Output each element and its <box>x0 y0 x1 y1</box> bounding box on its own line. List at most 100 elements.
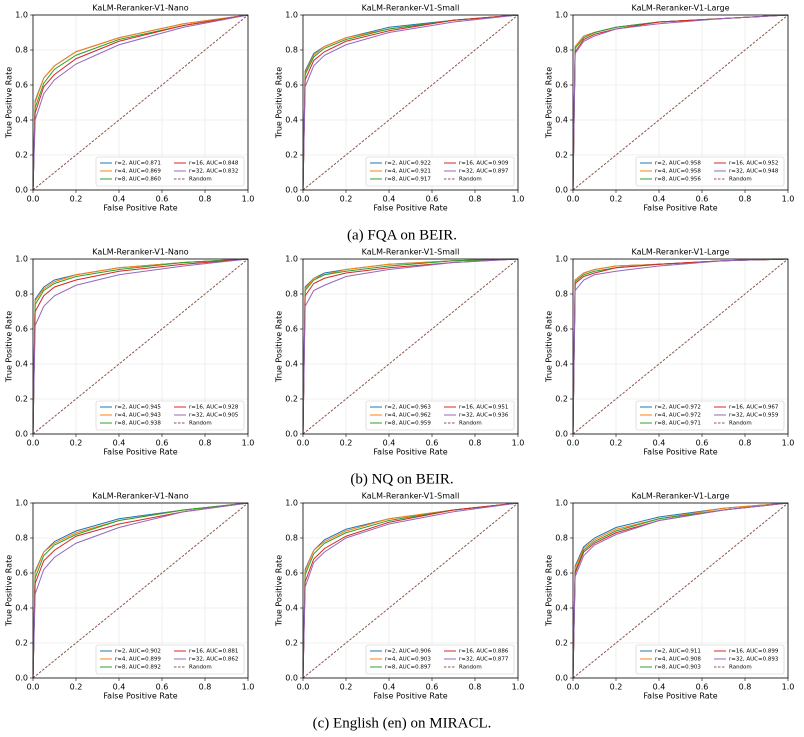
y-tick-label: 0.4 <box>15 360 28 369</box>
roc-curve <box>302 502 519 679</box>
y-tick-label: 0.0 <box>285 186 298 195</box>
y-tick-label: 0.8 <box>285 534 298 543</box>
y-tick-label: 0.2 <box>15 395 28 404</box>
x-axis-label: False Positive Rate <box>643 204 717 213</box>
x-tick-label: 0.4 <box>653 683 666 692</box>
legend-label: r=16, AUC=0.952 <box>729 161 778 167</box>
legend-label: Random <box>729 421 752 427</box>
roc-curve <box>302 14 519 191</box>
x-tick-label: 1.0 <box>512 439 525 448</box>
legend-label: r=2, AUC=0.972 <box>655 405 701 411</box>
x-axis-label: False Positive Rate <box>643 448 717 457</box>
x-tick-label: 0.0 <box>297 683 310 692</box>
y-tick-label: 0.6 <box>15 325 28 334</box>
legend-label: r=4, AUC=0.958 <box>655 169 701 175</box>
x-tick-label: 1.0 <box>242 439 255 448</box>
x-tick-label: 0.6 <box>156 195 169 204</box>
roc-curve <box>302 502 519 679</box>
chart-title: KaLM-Reranker-V1-Small <box>362 248 460 257</box>
x-axis-label: False Positive Rate <box>373 204 447 213</box>
x-axis-label: False Positive Rate <box>103 204 177 213</box>
legend-label: r=4, AUC=0.972 <box>655 413 701 419</box>
plot-frame <box>302 258 519 435</box>
x-axis-label: False Positive Rate <box>103 692 177 701</box>
legend-label: Random <box>729 665 752 671</box>
legend-box <box>365 644 515 675</box>
y-tick-label: 0.2 <box>555 395 568 404</box>
x-tick-label: 0.2 <box>340 683 353 692</box>
x-tick-label: 0.8 <box>739 683 752 692</box>
y-tick-label: 0.6 <box>285 569 298 578</box>
x-tick-label: 0.2 <box>610 683 623 692</box>
x-tick-label: 0.6 <box>696 195 709 204</box>
x-tick-label: 1.0 <box>782 195 795 204</box>
y-tick-label: 0.0 <box>555 186 568 195</box>
legend-box <box>365 156 515 187</box>
legend-label: r=2, AUC=0.911 <box>655 649 701 655</box>
roc-curve <box>302 502 519 679</box>
x-tick-label: 0.4 <box>383 195 396 204</box>
legend-label: r=32, AUC=0.893 <box>729 657 779 663</box>
x-tick-label: 1.0 <box>242 195 255 204</box>
x-tick-label: 0.2 <box>70 439 83 448</box>
legend-label: r=16, AUC=0.928 <box>189 405 239 411</box>
y-tick-label: 0.4 <box>15 116 28 125</box>
x-tick-label: 0.2 <box>610 439 623 448</box>
legend-label: r=4, AUC=0.921 <box>385 169 431 175</box>
legend-label: r=4, AUC=0.908 <box>655 657 701 663</box>
y-axis-label: True Positive Rate <box>275 67 284 139</box>
y-tick-label: 0.6 <box>555 81 568 90</box>
x-tick-label: 0.4 <box>113 195 126 204</box>
legend-box <box>635 644 785 675</box>
legend-box <box>95 400 245 431</box>
y-axis-label: True Positive Rate <box>545 67 554 139</box>
legend-label: Random <box>459 177 482 183</box>
plot-frame <box>572 14 789 191</box>
x-tick-label: 0.8 <box>739 439 752 448</box>
y-tick-label: 0.2 <box>15 151 28 160</box>
legend-label: Random <box>459 421 482 427</box>
chart-title: KaLM-Reranker-V1-Large <box>631 492 729 501</box>
y-tick-label: 0.8 <box>15 290 28 299</box>
y-tick-label: 1.0 <box>285 255 298 264</box>
y-tick-label: 0.0 <box>285 674 298 683</box>
y-tick-label: 0.2 <box>285 151 298 160</box>
roc-curve <box>302 258 519 435</box>
y-tick-label: 0.6 <box>15 569 28 578</box>
plot-frame <box>572 502 789 679</box>
roc-curve <box>32 14 249 191</box>
y-tick-label: 0.6 <box>15 81 28 90</box>
legend-label: r=16, AUC=0.886 <box>459 649 509 655</box>
x-axis-label: False Positive Rate <box>103 448 177 457</box>
chart-title: KaLM-Reranker-V1-Large <box>631 248 729 257</box>
legend-label: Random <box>459 665 482 671</box>
legend-label: r=4, AUC=0.899 <box>115 657 161 663</box>
legend-label: r=32, AUC=0.862 <box>189 657 238 663</box>
legend-label: Random <box>189 177 212 183</box>
x-tick-label: 0.0 <box>297 195 310 204</box>
caption: (a) FQA on BEIR. <box>347 227 457 243</box>
x-tick-label: 0.8 <box>199 683 212 692</box>
x-axis-label: False Positive Rate <box>643 692 717 701</box>
legend-label: r=16, AUC=0.881 <box>189 649 238 655</box>
legend-label: r=4, AUC=0.869 <box>115 169 161 175</box>
x-tick-label: 0.0 <box>27 195 40 204</box>
y-tick-label: 0.8 <box>555 534 568 543</box>
plot-frame <box>302 14 519 191</box>
roc-curve <box>32 502 249 679</box>
x-tick-label: 0.8 <box>199 195 212 204</box>
legend-label: r=4, AUC=0.943 <box>115 413 161 419</box>
y-axis-label: True Positive Rate <box>5 311 14 383</box>
legend-label: r=2, AUC=0.922 <box>385 161 431 167</box>
legend-label: r=32, AUC=0.897 <box>459 169 509 175</box>
roc-curve <box>302 258 519 435</box>
legend-label: r=8, AUC=0.860 <box>115 177 161 183</box>
roc-curve <box>572 14 789 191</box>
y-tick-label: 1.0 <box>555 255 568 264</box>
legend-label: r=2, AUC=0.945 <box>115 405 161 411</box>
x-tick-label: 0.2 <box>70 683 83 692</box>
legend-label: r=8, AUC=0.956 <box>655 177 701 183</box>
x-tick-label: 0.0 <box>297 439 310 448</box>
x-tick-label: 0.6 <box>156 439 169 448</box>
legend-label: r=32, AUC=0.959 <box>729 413 779 419</box>
